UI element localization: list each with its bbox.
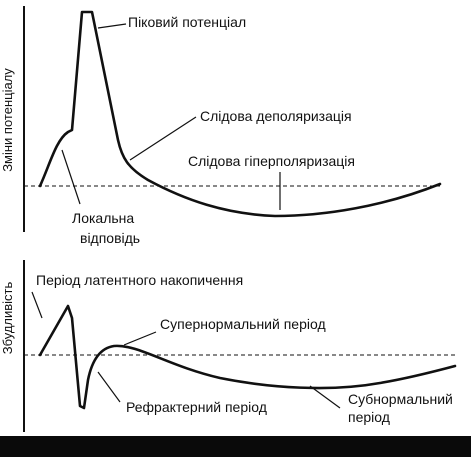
latent-label: Період латентного накопичення	[36, 272, 243, 288]
subnormal-label-line1: Субнормальний	[348, 391, 453, 407]
subnormal-leader	[309, 385, 341, 409]
spike-label: Піковий потенціал	[128, 14, 246, 30]
spike-leader	[97, 23, 127, 29]
refractory-label: Рефрактерний період	[126, 399, 267, 415]
top-y-axis-label: Зміни потенціалу	[0, 68, 15, 172]
local-response-leader	[61, 149, 81, 205]
bottom-y-axis-label: Збудливість	[0, 282, 15, 355]
subnormal-label-line2: період	[348, 409, 390, 425]
latent-leader	[31, 291, 43, 319]
trace-depol-label: Слідова деполяризація	[200, 108, 352, 124]
supernormal-leader	[123, 331, 157, 346]
excitability-curve	[38, 304, 457, 410]
supernormal-label: Супернормальний період	[160, 316, 326, 332]
trace-hyperpol-label: Слідова гіперполяризація	[188, 153, 355, 169]
refractory-leader	[97, 371, 121, 403]
local-response-label-line2: відповідь	[80, 230, 140, 246]
trace-depol-leader	[129, 116, 197, 161]
action-potential-curve	[38, 10, 442, 218]
local-response-label-line1: Локальна	[72, 210, 134, 226]
bottom-black-bar	[0, 436, 471, 457]
